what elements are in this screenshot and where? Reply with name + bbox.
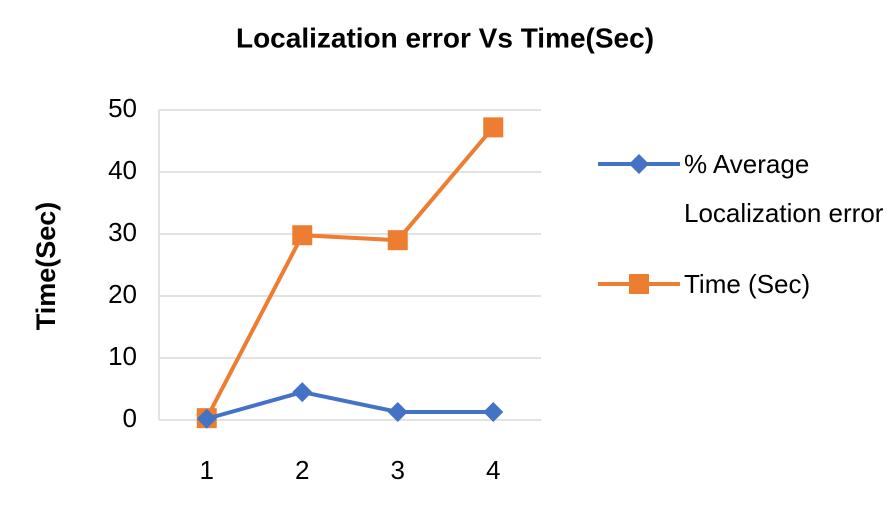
marker [483, 117, 504, 138]
series-line [204, 126, 495, 420]
legend-entry: Time (Sec) [598, 260, 890, 309]
x-tick-label: 2 [295, 455, 309, 485]
marker [629, 274, 649, 294]
series-line [206, 390, 494, 421]
marker [292, 225, 313, 246]
marker [629, 154, 649, 174]
x-tick-label: 1 [200, 455, 214, 485]
marker [292, 382, 313, 403]
legend-key [598, 274, 680, 294]
marker [196, 408, 217, 429]
y-tick-label: 20 [108, 279, 137, 309]
marker [387, 230, 408, 251]
legend-label: Time (Sec) [684, 269, 811, 299]
y-tick-label: 40 [108, 155, 137, 185]
x-tick-label: 4 [486, 455, 500, 485]
x-tick-label: 3 [391, 455, 405, 485]
y-tick-label: 0 [123, 403, 137, 433]
chart-title: Localization error Vs Time(Sec) [236, 22, 654, 53]
legend-label: % Average Localization error [684, 149, 884, 228]
legend: % Average Localization error Time (Sec) [598, 140, 890, 331]
y-tick-label: 30 [108, 217, 137, 247]
y-tick-label: 50 [108, 93, 137, 123]
y-axis-label: Time(Sec) [31, 202, 61, 331]
legend-key [598, 154, 680, 174]
marker [387, 401, 408, 422]
y-tick-label: 10 [108, 341, 137, 371]
marker [483, 401, 504, 422]
legend-entry: % Average Localization error [598, 140, 890, 238]
